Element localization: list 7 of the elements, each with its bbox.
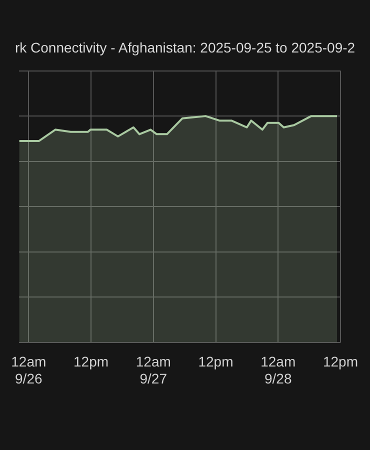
x-tick-label: 12pm [322,354,358,370]
chart-title: rk Connectivity - Afghanistan: 2025-09-25 to 2025-09-2 [14,39,356,56]
x-tick-label: 12pm [73,354,109,370]
x-tick-label: 12am 9/28 [260,354,296,386]
x-tick-label: 12pm [198,354,234,370]
x-tick-label: 12am 9/26 [11,354,46,386]
x-tick-label: 12am 9/27 [136,354,171,386]
